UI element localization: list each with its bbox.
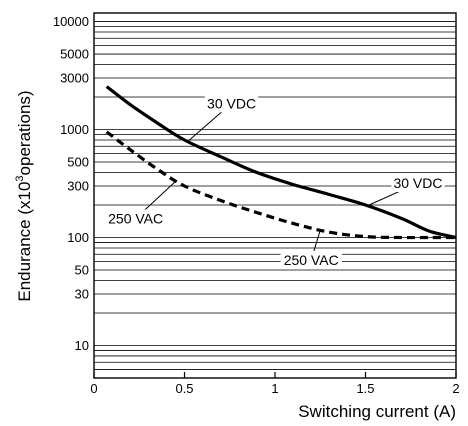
y-tick-label: 100: [67, 230, 89, 245]
y-tick-label: 1000: [60, 122, 89, 137]
y-tick-label: 300: [67, 178, 89, 193]
series-annotation-label: 250 VAC: [284, 252, 339, 268]
y-axis-title-superscript: 3: [14, 175, 26, 181]
y-tick-label: 5000: [60, 47, 89, 62]
series-annotation-label: 30 VDC: [393, 175, 442, 191]
x-axis-title: Switching current (A): [298, 402, 456, 421]
x-tick-label: 1.5: [356, 381, 374, 396]
y-tick-label: 3000: [60, 71, 89, 86]
annotations-layer: 30 VDC 30 VDC 250 VAC 250 VAC: [104, 94, 445, 269]
y-tick-label: 30: [75, 286, 89, 301]
series-layer: [105, 85, 457, 240]
x-tick-label: 0.5: [175, 381, 193, 396]
series-line-250-vac: [105, 130, 456, 240]
plot-frame: [93, 12, 457, 379]
y-tick-label: 500: [67, 155, 89, 170]
grid: [94, 21, 456, 370]
series-line-30-vdc: [105, 85, 457, 240]
y-axis-title-main: Endurance (x10: [15, 182, 34, 302]
tick-labels: 10 30 50 100 300 500 1000 3000 5000 10000 0 0.5 1 1.5…: [53, 14, 460, 396]
x-tick-label: 1: [271, 381, 278, 396]
y-tick-label: 50: [75, 263, 89, 278]
y-tick-label: 10000: [53, 14, 89, 29]
series-annotation-label: 250 VAC: [108, 210, 163, 226]
annotation-label-background: [391, 173, 445, 192]
y-axis-title: Endurance (x103operations): [14, 90, 34, 301]
y-axis-title-units: operations): [15, 90, 34, 175]
annotation-label-background: [280, 250, 342, 269]
annotation-label-background: [104, 209, 167, 228]
y-tick-label: 10: [75, 338, 89, 353]
x-tick-label: 0: [90, 381, 97, 396]
series-annotation-label: 30 VDC: [207, 95, 256, 111]
annotation-label-background: [204, 94, 259, 113]
x-tick-label: 2: [452, 381, 459, 396]
